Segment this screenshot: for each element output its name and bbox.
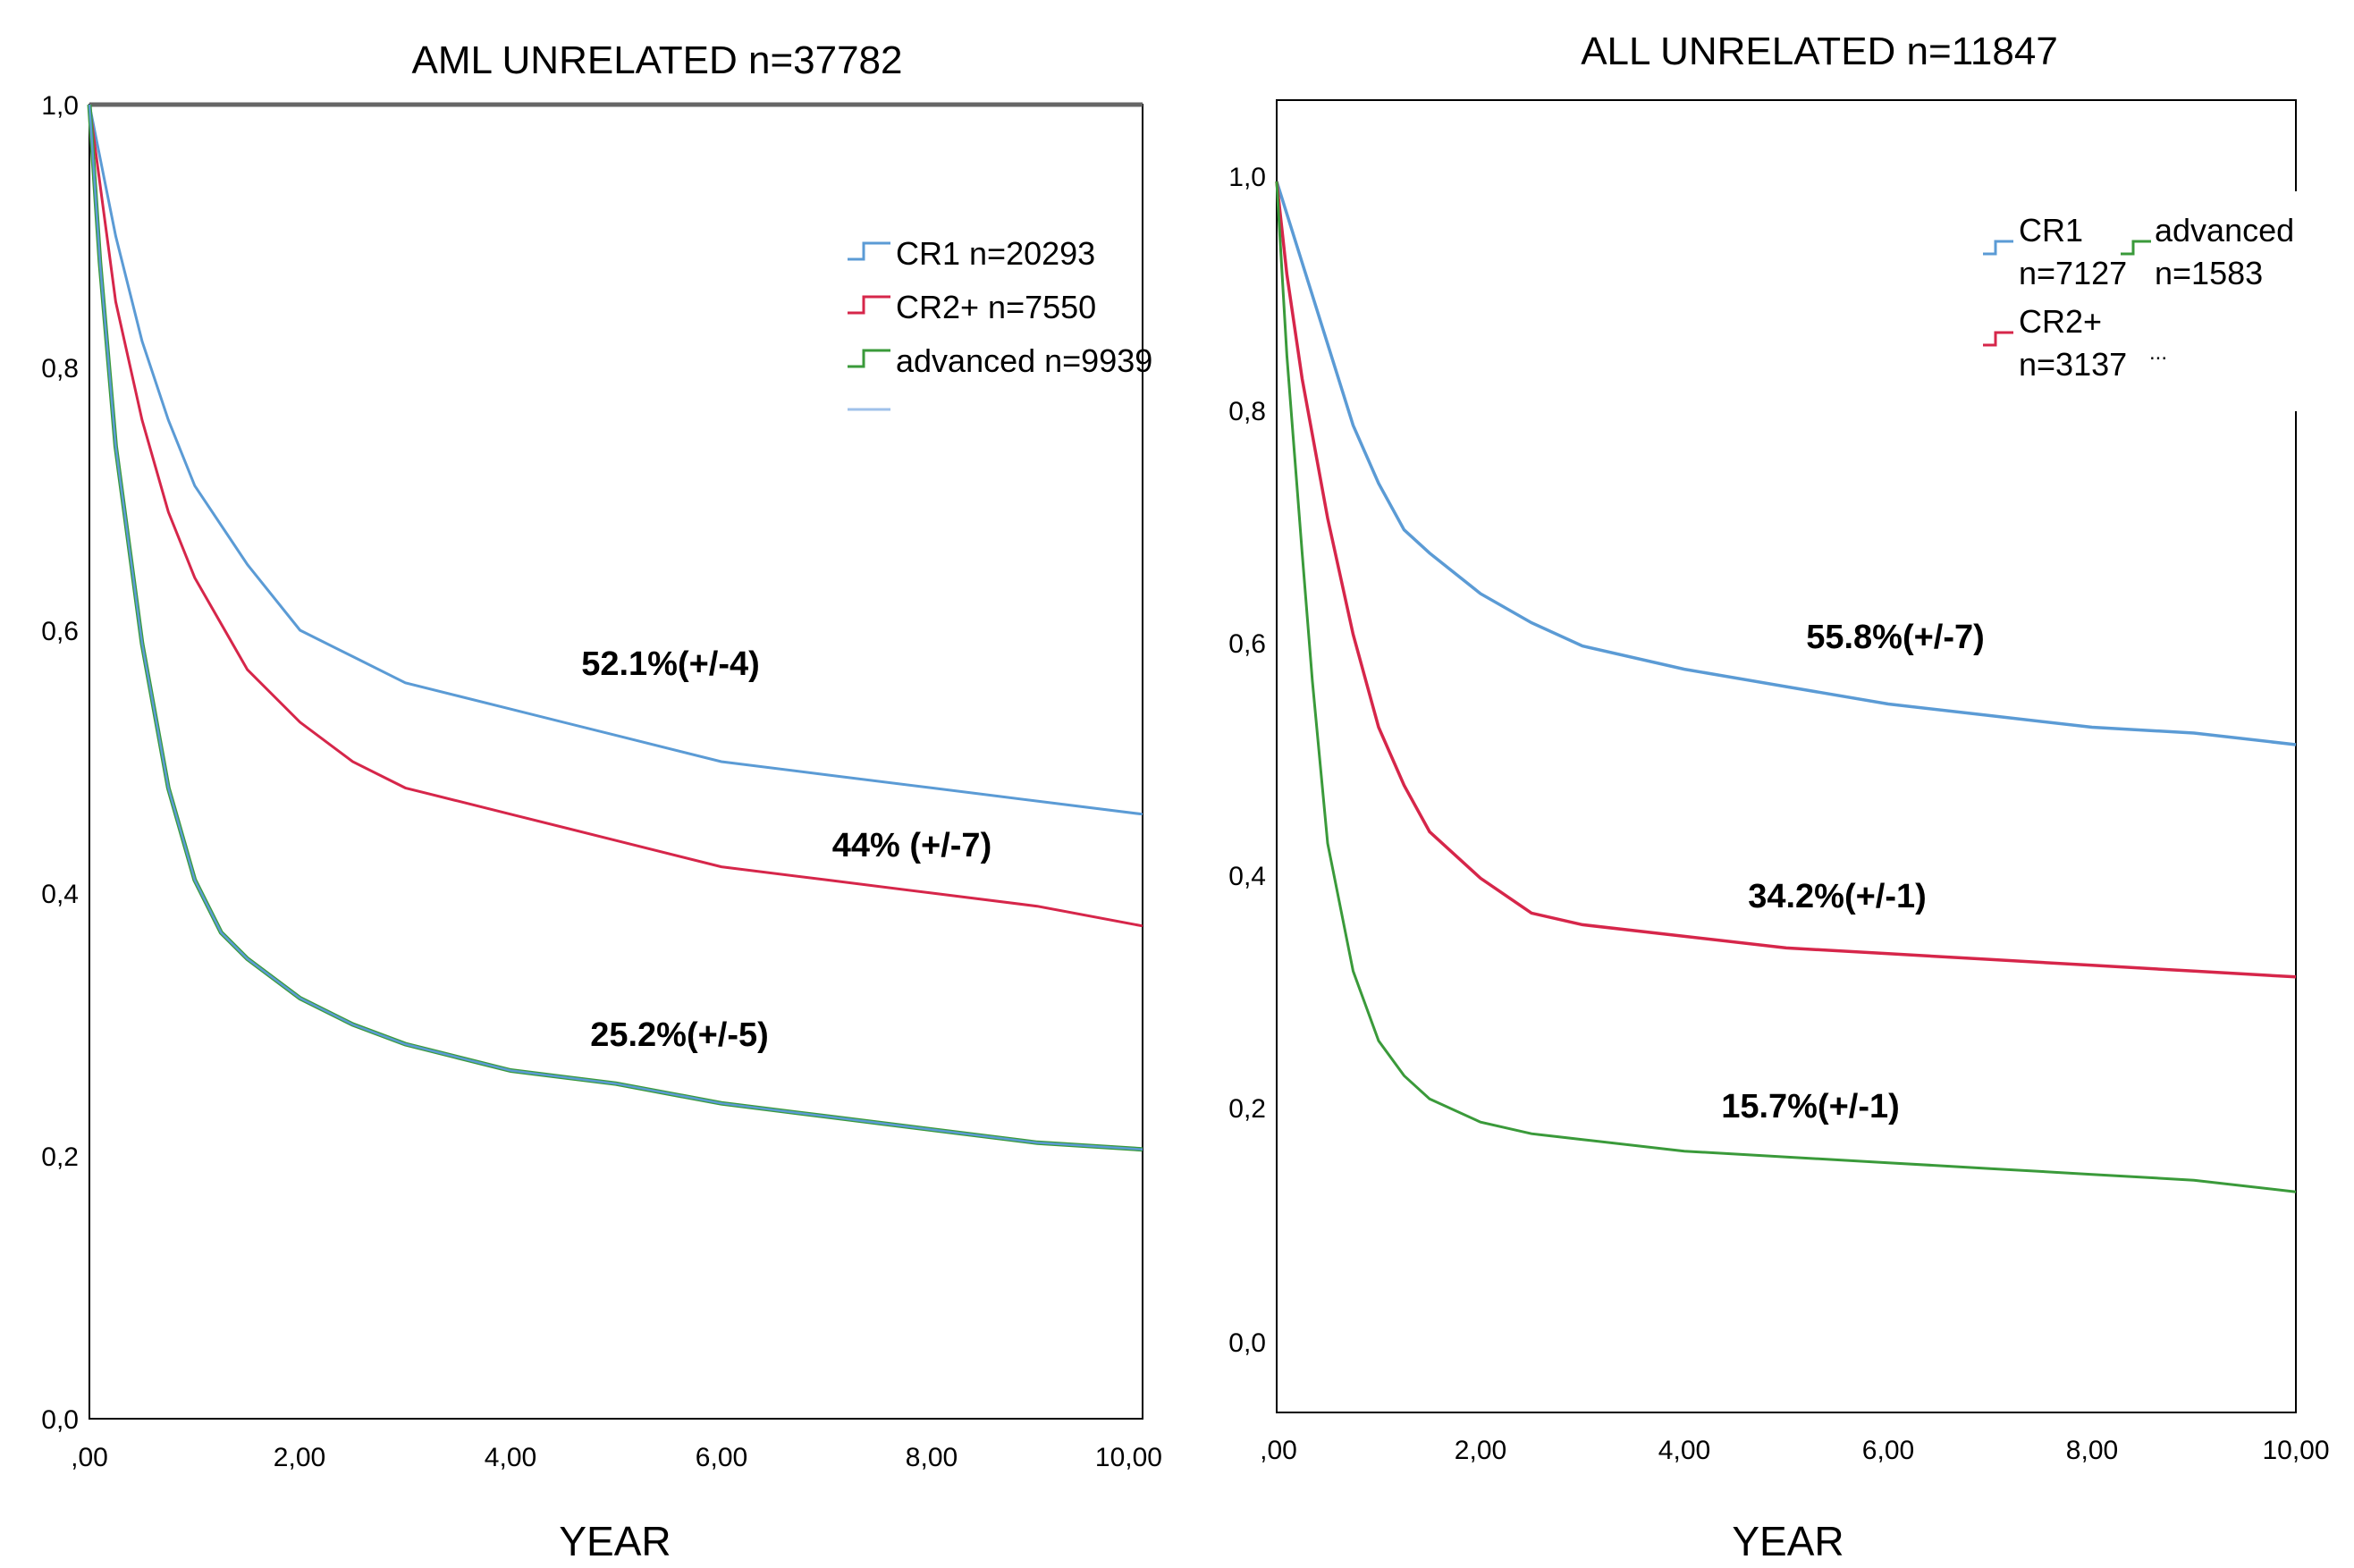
legend-swatch-advanced bbox=[2121, 240, 2151, 256]
x-tick-label: 10,00 bbox=[1095, 1443, 1162, 1472]
legend-swatch-cr1 bbox=[1983, 240, 2013, 256]
annotation-cr1-all: 55.8%(+/-7) bbox=[1806, 619, 1985, 656]
series-line-cr2plus bbox=[1275, 181, 2297, 979]
legend-label-advanced: advanced n=9939 bbox=[896, 342, 1152, 379]
y-tick-label: 0,4 bbox=[1228, 862, 1266, 891]
annotation-cr2plus-aml: 44% (+/-7) bbox=[832, 827, 991, 864]
x-tick-label: 2,00 bbox=[274, 1443, 325, 1472]
x-tick-label: 8,00 bbox=[2066, 1436, 2118, 1465]
legend-ellipsis: ... bbox=[2149, 341, 2167, 365]
legend-item-advanced: advanced n=1583 bbox=[2121, 212, 2294, 291]
annotation-advanced-aml: 25.2%(+/-5) bbox=[590, 1016, 769, 1054]
x-tick-label: 4,00 bbox=[1658, 1436, 1710, 1465]
series-line-advanced bbox=[1275, 181, 2297, 1193]
chart-title-all: ALL UNRELATED n=11847 bbox=[1581, 30, 2058, 73]
legend-item-cr1: CR1 n=20293 bbox=[848, 235, 1095, 272]
legend-swatch-cr1 bbox=[848, 241, 890, 261]
legend-item-advanced: advanced n=9939 bbox=[848, 342, 1152, 379]
y-tick-label: 0,4 bbox=[41, 880, 79, 909]
x-ticks-all: ,00 2,00 4,00 6,00 8,00 10,00 bbox=[1260, 1436, 2329, 1465]
legend-swatch-cr2plus bbox=[848, 295, 890, 315]
legend-item-cr2plus: CR2+ n=3137 bbox=[1983, 303, 2127, 383]
series-lines-all bbox=[1275, 181, 2297, 1193]
annotation-cr2plus-all: 34.2%(+/-1) bbox=[1748, 878, 1927, 915]
x-tick-label: ,00 bbox=[1260, 1436, 1297, 1465]
legend-background-all bbox=[1967, 191, 2299, 411]
y-tick-label: 0,6 bbox=[1228, 629, 1266, 659]
annotation-cr1-aml: 52.1%(+/-4) bbox=[581, 645, 760, 683]
x-tick-label: ,00 bbox=[71, 1443, 108, 1472]
chart-all: ALL UNRELATED n=11847 1,0 0,8 0,6 0,4 0,… bbox=[1228, 30, 2329, 1564]
chart-title-aml: AML UNRELATED n=37782 bbox=[411, 38, 902, 82]
legend-aml: CR1 n=20293 CR2+ n=7550 advanced n=9939 bbox=[848, 235, 1152, 411]
y-tick-label: 1,0 bbox=[41, 91, 79, 121]
x-axis-label-all: YEAR bbox=[1732, 1518, 1844, 1564]
legend-item-cr1: CR1 n=7127 bbox=[1983, 212, 2127, 291]
plot-frame-all bbox=[1276, 99, 2297, 1413]
legend-label-cr1: CR1 bbox=[2019, 212, 2083, 249]
legend-all: CR1 n=7127 advanced n=1583 CR2+ n=3137 .… bbox=[1983, 212, 2294, 383]
legend-label-cr1-n: n=7127 bbox=[2019, 255, 2127, 291]
legend-label-cr1: CR1 n=20293 bbox=[896, 235, 1095, 272]
legend-label-cr2plus-n: n=3137 bbox=[2019, 346, 2127, 383]
legend-swatch-advanced bbox=[848, 349, 890, 368]
legend-label-cr2plus: CR2+ n=7550 bbox=[896, 289, 1096, 325]
y-ticks-all: 1,0 0,8 0,6 0,4 0,2 0,0 bbox=[1228, 163, 1266, 1358]
y-tick-label: 0,0 bbox=[41, 1405, 79, 1435]
y-tick-label: 0,6 bbox=[41, 617, 79, 646]
x-tick-label: 10,00 bbox=[2262, 1436, 2329, 1465]
series-line-advanced-overlay bbox=[88, 104, 1143, 1151]
x-axis-label-aml: YEAR bbox=[559, 1518, 671, 1564]
y-tick-label: 0,8 bbox=[41, 354, 79, 384]
legend-label-cr2plus: CR2+ bbox=[2019, 303, 2102, 340]
y-ticks-aml: 1,0 0,8 0,6 0,4 0,2 0,0 bbox=[41, 91, 79, 1435]
y-tick-label: 0,8 bbox=[1228, 397, 1266, 426]
x-tick-label: 2,00 bbox=[1455, 1436, 1506, 1465]
legend-swatch-cr2plus bbox=[1983, 331, 2013, 347]
x-ticks-aml: ,00 2,00 4,00 6,00 8,00 10,00 bbox=[71, 1443, 1162, 1472]
legend-label-advanced-n: n=1583 bbox=[2155, 255, 2263, 291]
series-line-cr1 bbox=[1275, 181, 2297, 746]
x-tick-label: 6,00 bbox=[1862, 1436, 1914, 1465]
x-tick-label: 6,00 bbox=[696, 1443, 747, 1472]
y-tick-label: 0,2 bbox=[1228, 1094, 1266, 1124]
y-tick-label: 0,0 bbox=[1228, 1328, 1266, 1358]
y-tick-label: 0,2 bbox=[41, 1142, 79, 1172]
series-line-cr1 bbox=[88, 104, 1143, 816]
legend-item-cr2plus: CR2+ n=7550 bbox=[848, 289, 1096, 325]
x-tick-label: 8,00 bbox=[906, 1443, 958, 1472]
series-line-cr2plus bbox=[88, 104, 1143, 928]
legend-label-advanced: advanced bbox=[2155, 212, 2294, 249]
chart-aml: AML UNRELATED n=37782 1,0 0,8 0,6 0,4 0,… bbox=[41, 38, 1162, 1564]
series-lines-aml bbox=[87, 104, 1143, 1152]
x-tick-label: 4,00 bbox=[485, 1443, 536, 1472]
y-tick-label: 1,0 bbox=[1228, 163, 1266, 192]
annotation-advanced-all: 15.7%(+/-1) bbox=[1721, 1088, 1900, 1125]
